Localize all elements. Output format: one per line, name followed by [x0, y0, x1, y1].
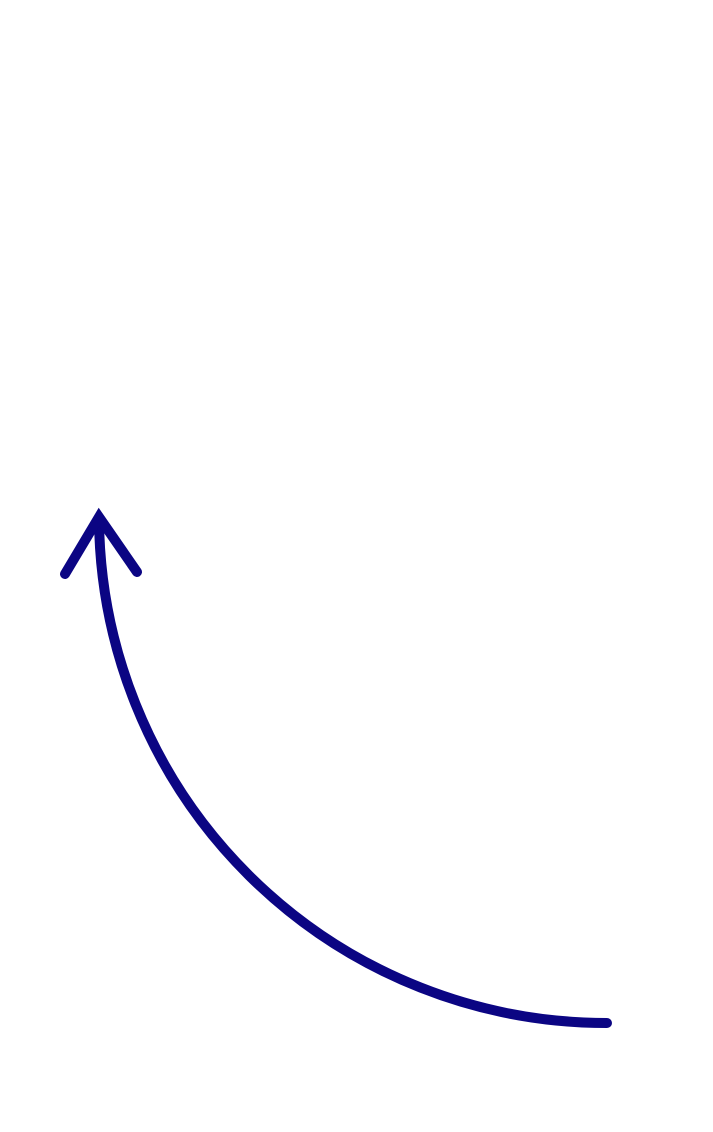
curved-arrow-shaft — [94, 513, 612, 1028]
arrowhead-icon — [60, 507, 142, 579]
